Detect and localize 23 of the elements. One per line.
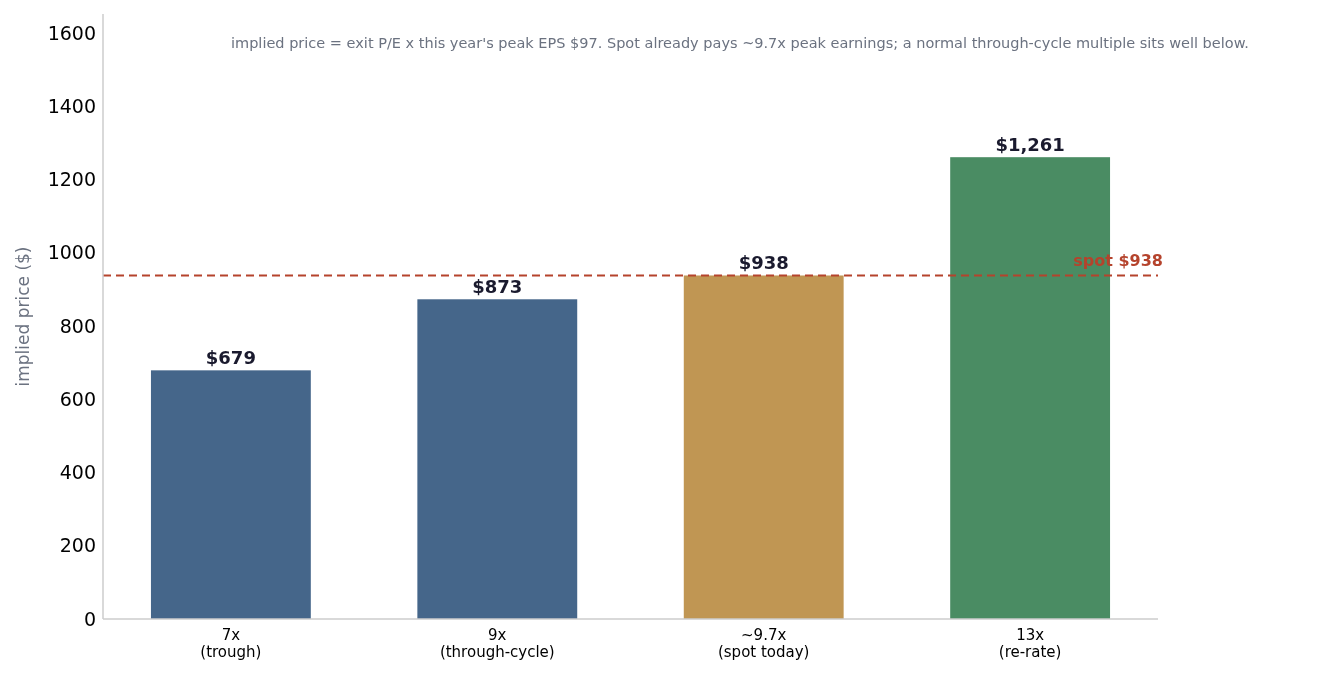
data-label: $1,261 xyxy=(995,134,1065,156)
y-tick-label: 0 xyxy=(83,607,96,630)
x-tick-label: 7x (trough) xyxy=(200,626,262,661)
bar xyxy=(950,157,1111,619)
x-tick-label: 13x (re-rate) xyxy=(998,626,1062,661)
bar xyxy=(683,275,844,619)
x-tick-label: 9x (through-cycle) xyxy=(439,626,555,661)
y-tick-label: 600 xyxy=(59,387,96,410)
y-tick-label: 1600 xyxy=(47,21,96,44)
y-tick-label: 200 xyxy=(59,534,96,557)
y-tick-label: 400 xyxy=(59,461,96,484)
data-label: $679 xyxy=(205,347,256,369)
data-label: $938 xyxy=(738,252,789,274)
bar xyxy=(150,370,311,619)
y-tick-label: 1000 xyxy=(47,241,96,264)
bar xyxy=(417,299,578,619)
x-tick-label: ~9.7x (spot today) xyxy=(717,626,810,661)
y-tick-label: 1400 xyxy=(47,94,96,117)
y-tick-label: 1200 xyxy=(47,168,96,191)
annotation: implied price = exit P/E x this year's peak EPS $97. Spot already pays ~9.7x peak earnings; a normal through-cycle multiple sits well below. xyxy=(231,35,1249,51)
data-label: $873 xyxy=(472,276,523,298)
y-axis-title: implied price ($) xyxy=(13,246,33,387)
y-tick-label: 800 xyxy=(59,314,96,337)
